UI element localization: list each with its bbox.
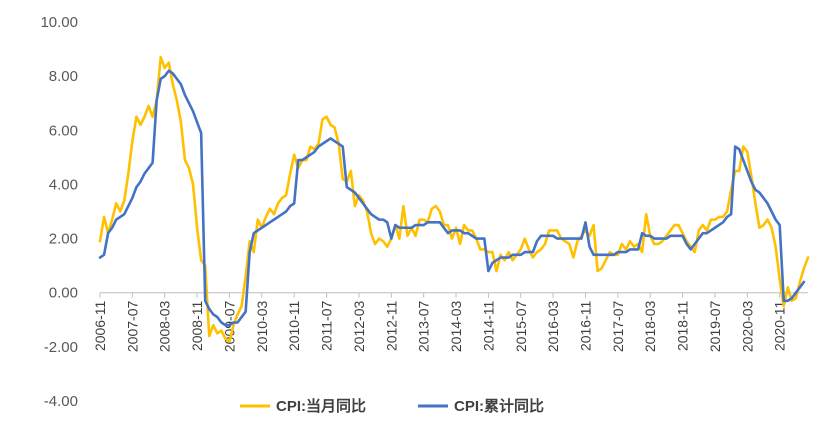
x-tick-label: 2012-11 bbox=[383, 301, 399, 352]
x-tick-label: 2020-11 bbox=[772, 301, 788, 352]
x-tick-label: 2008-11 bbox=[189, 301, 205, 352]
y-tick-label: 0.00 bbox=[49, 285, 78, 302]
y-tick-label: -2.00 bbox=[44, 339, 78, 356]
x-tick-label: 2014-11 bbox=[480, 301, 496, 352]
x-tick-label: 2007-07 bbox=[124, 301, 140, 353]
x-axis: 2006-11 2007-07 2008-03 2008-11 2009-07 2010-… bbox=[92, 292, 808, 353]
y-tick-label: 2.00 bbox=[49, 231, 78, 248]
x-tick-label: 2018-11 bbox=[675, 301, 691, 352]
x-tick-label: 2015-07 bbox=[513, 301, 529, 353]
x-tick-label: 2016-03 bbox=[545, 301, 561, 353]
x-tick-label: 2010-03 bbox=[254, 301, 270, 353]
y-tick-label: 8.00 bbox=[49, 68, 78, 85]
y-tick-label: 10.00 bbox=[40, 14, 78, 31]
x-tick-label: 2013-07 bbox=[416, 301, 432, 353]
x-tick-label: 2019-07 bbox=[707, 301, 723, 353]
x-tick-label: 2010-11 bbox=[286, 301, 302, 352]
series-line-monthly-yoy bbox=[98, 55, 810, 343]
x-tick-label: 2018-03 bbox=[642, 301, 658, 353]
x-tick-label: 2011-07 bbox=[319, 301, 335, 352]
x-tick-label: 2014-03 bbox=[448, 301, 464, 353]
series-lines bbox=[98, 55, 810, 343]
y-tick-label: 6.00 bbox=[49, 122, 78, 139]
legend-label: CPI:当月同比 bbox=[276, 397, 366, 415]
y-tick-label: 4.00 bbox=[49, 176, 78, 193]
x-tick-label: 2020-03 bbox=[739, 301, 755, 353]
x-tick-label: 2017-07 bbox=[610, 301, 626, 353]
x-tick-label: 2012-03 bbox=[351, 301, 367, 353]
legend: CPI:当月同比 CPI:累计同比 bbox=[240, 397, 544, 415]
series-line-cumulative-yoy bbox=[98, 69, 806, 327]
x-tick-label: 2006-11 bbox=[92, 301, 108, 352]
x-tick-label: 2016-11 bbox=[577, 301, 593, 352]
x-tick-label: 2008-03 bbox=[157, 301, 173, 353]
y-tick-label: -4.00 bbox=[44, 393, 78, 410]
y-axis-labels: 10.00 8.00 6.00 4.00 2.00 0.00 -2.00 -4.00 bbox=[40, 14, 78, 410]
legend-label: CPI:累计同比 bbox=[454, 397, 544, 415]
